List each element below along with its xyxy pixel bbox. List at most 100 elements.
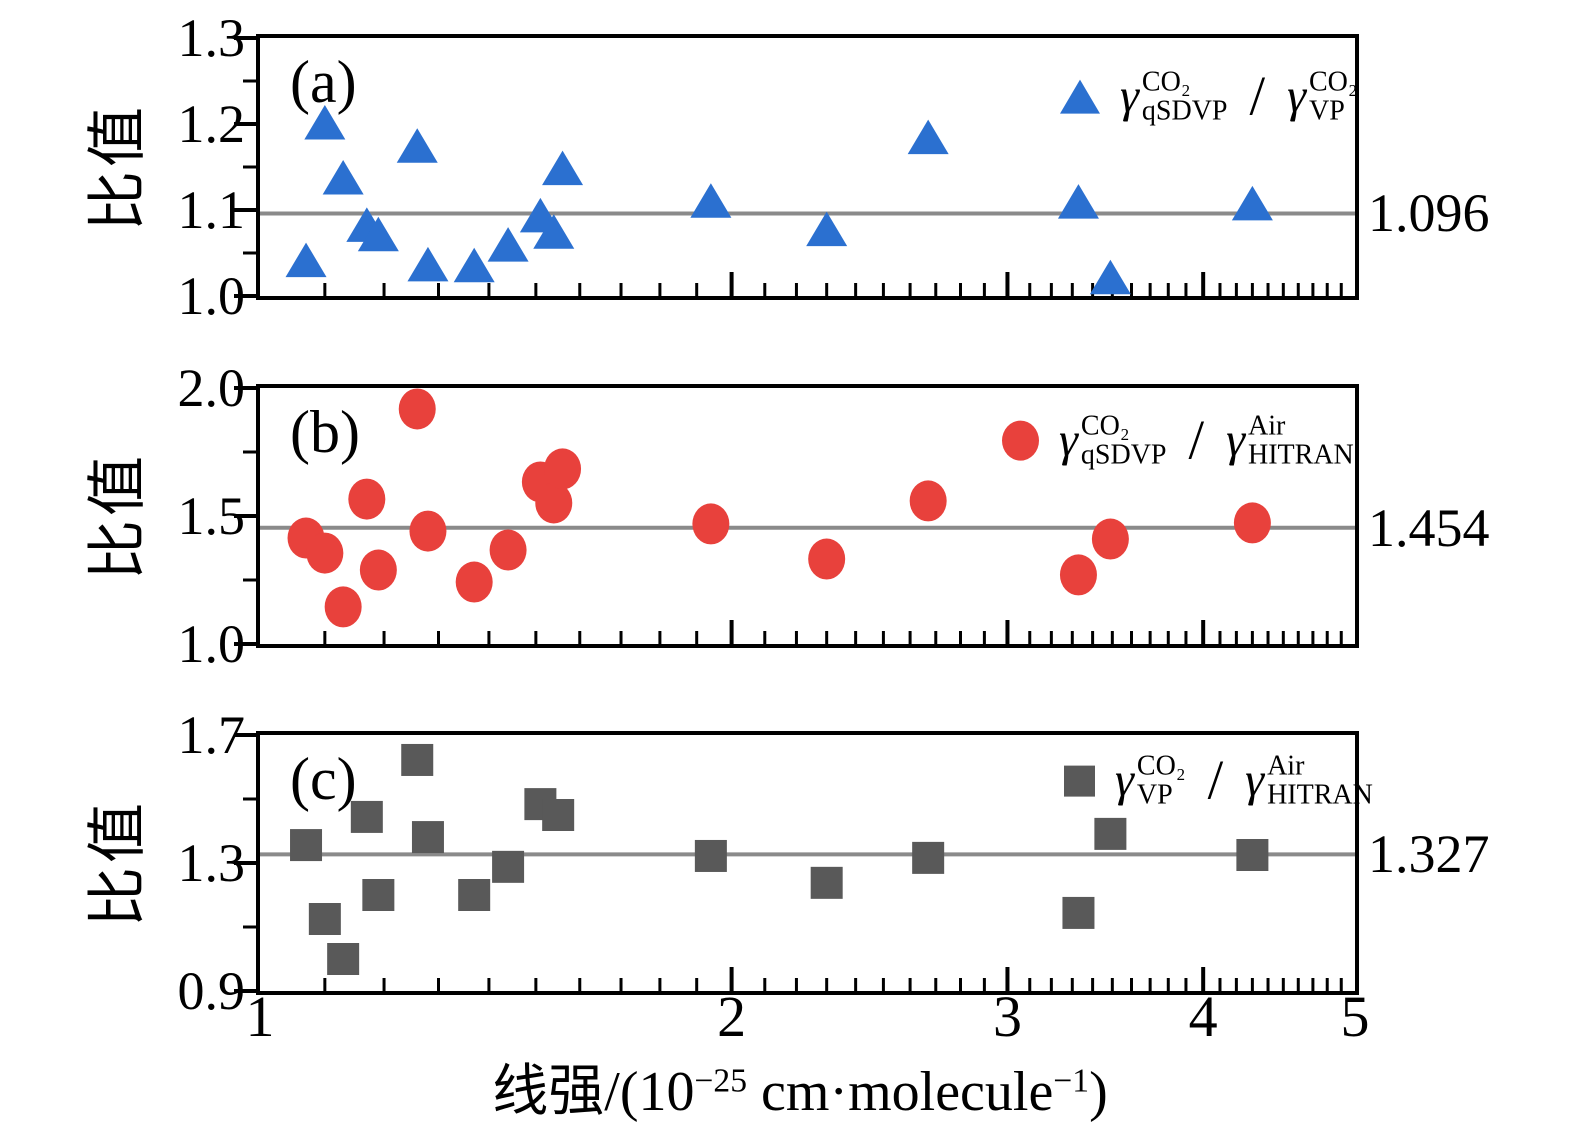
y-tick-label: 1.2 [177, 94, 246, 154]
xlabel-superscript: −1 [1053, 1062, 1090, 1100]
gamma-symbol: γ [1287, 70, 1306, 123]
data-point [544, 448, 582, 490]
gamma-symbol: γ [1245, 754, 1265, 807]
data-point [304, 105, 346, 140]
data-point [398, 388, 436, 430]
data-point [359, 549, 397, 591]
x-tick-label: 2 [717, 984, 747, 1049]
data-point [453, 247, 495, 283]
panel-c-legend: γ CO₂ VP / γ Air HITRAN [1064, 750, 1373, 811]
data-point [407, 246, 449, 282]
data-point [542, 799, 575, 831]
data-point [322, 160, 364, 195]
data-point [492, 850, 525, 883]
legend-superscript: Air [1267, 750, 1305, 782]
gamma-symbol: γ [1120, 70, 1139, 123]
gamma-symbol: γ [1059, 414, 1078, 467]
data-point [542, 150, 584, 186]
panel-b: (b) γ CO₂ qSDVP / γ Air HITRAN [234, 384, 1359, 648]
data-point [1059, 554, 1097, 596]
y-tick-label: 1.3 [177, 833, 246, 893]
x-tick-label: 1 [245, 984, 275, 1049]
data-point [290, 829, 323, 862]
data-point [808, 538, 846, 580]
ref-value-a: 1.096 [1368, 183, 1490, 244]
data-point [458, 879, 491, 911]
ref-value-b: 1.454 [1368, 497, 1490, 558]
data-point [1089, 259, 1131, 295]
data-point [535, 482, 573, 524]
data-point [692, 503, 730, 545]
data-point [533, 214, 575, 249]
data-point [409, 510, 447, 552]
legend-subscript: HITRAN [1267, 780, 1373, 811]
legend-subscript: HITRAN [1248, 440, 1354, 471]
data-point [907, 119, 949, 155]
y-tick-label: 2.0 [177, 358, 246, 418]
xlabel-text: 线强/(10 [492, 1061, 695, 1123]
data-point [357, 216, 399, 252]
y-tick-label: 1.5 [177, 486, 246, 546]
data-point [306, 532, 344, 574]
legend-superscript: CO₂ [1080, 410, 1130, 442]
panel-c-plot [234, 733, 1355, 993]
data-point [401, 743, 434, 776]
legend-superscript: CO₂ [1141, 66, 1191, 98]
gamma-symbol: γ [1226, 414, 1245, 467]
legend-numerator: γ CO₂ qSDVP [1059, 410, 1167, 471]
legend-superscript: Air [1248, 410, 1286, 442]
x-tick-label: 3 [992, 984, 1022, 1049]
gamma-symbol: γ [1115, 754, 1134, 807]
legend-slash: / [1249, 66, 1266, 128]
data-point [487, 227, 529, 262]
legend-subscript: qSDVP [1080, 440, 1167, 471]
data-point [912, 841, 945, 874]
legend-superscript: CO₂ [1136, 750, 1186, 782]
y-tick-label: 1.7 [177, 705, 246, 765]
data-point [1057, 184, 1099, 219]
y-tick-label: 0.9 [177, 961, 246, 1021]
data-point [1091, 518, 1129, 560]
panel-a: (a) γ CO₂ qSDVP / γ CO₂ VP [234, 34, 1359, 300]
x-tick-label: 4 [1188, 984, 1218, 1049]
x-tick-label: 5 [1340, 984, 1370, 1049]
x-axis-label: 线强/(10−25 cm·molecule−1) [492, 1061, 1108, 1124]
data-point [285, 242, 327, 278]
panel-c: (c) γ CO₂ VP / γ Air HITRAN [234, 731, 1373, 995]
legend-slash: / [1188, 410, 1205, 472]
legend-denominator: γ Air HITRAN [1226, 410, 1354, 471]
data-point [308, 903, 341, 935]
data-point [909, 480, 947, 522]
data-point [455, 561, 493, 603]
legend-square-icon [1064, 765, 1095, 797]
xlabel-text: ) [1089, 1061, 1108, 1123]
data-point [396, 128, 438, 163]
legend-numerator: γ CO₂ VP [1115, 750, 1186, 810]
panel-a-letter: (a) [290, 49, 357, 115]
data-point [348, 478, 386, 520]
y-tick-label: 1.1 [177, 180, 246, 240]
legend-denominator: γ CO₂ VP [1287, 66, 1358, 126]
panel-a-plot [234, 36, 1355, 298]
data-point [1233, 502, 1271, 544]
data-point [1062, 896, 1095, 929]
xlabel-text: cm·molecule [747, 1061, 1054, 1123]
panel-b-plot [234, 386, 1355, 646]
legend-superscript: CO₂ [1309, 66, 1358, 98]
xlabel-superscript: −25 [694, 1062, 748, 1100]
ref-value-c: 1.327 [1368, 824, 1490, 885]
panel-a-legend: γ CO₂ qSDVP / γ CO₂ VP [1060, 66, 1358, 128]
panel-c-letter: (c) [290, 746, 357, 812]
data-point [350, 800, 383, 833]
data-point [810, 866, 843, 899]
legend-denominator: γ Air HITRAN [1245, 750, 1373, 811]
data-point [1094, 817, 1127, 850]
data-point [489, 529, 527, 571]
data-point [694, 839, 727, 872]
panel-b-legend: γ CO₂ qSDVP / γ Air HITRAN [1002, 410, 1354, 472]
legend-triangle-icon [1060, 80, 1100, 114]
data-point [690, 183, 732, 218]
data-point [362, 879, 395, 911]
legend-numerator: γ CO₂ qSDVP [1120, 66, 1228, 126]
